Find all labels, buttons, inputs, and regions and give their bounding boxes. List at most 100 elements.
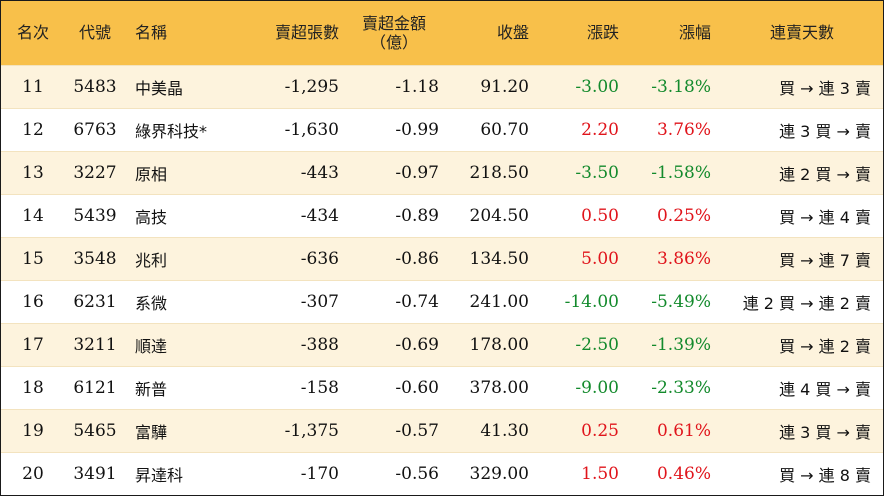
code-cell: 5483: [65, 64, 125, 108]
net-sell-lots-cell: -1,630: [247, 107, 349, 151]
streak-cell: 買 → 連 4 賣: [721, 193, 883, 237]
header-change-pct: 漲幅: [678, 23, 711, 43]
table-row[interactable]: 11 5483 中美晶 -1,295 -1.18 91.20 -3.00 -3.18% 買 → …: [1, 64, 883, 108]
change-pct-cell: -1.58%: [629, 150, 721, 194]
streak-cell: 買 → 連 3 賣: [721, 64, 883, 108]
table-row[interactable]: 16 6231 系微 -307 -0.74 241.00 -14.00 -5.49% 連 2 買…: [1, 279, 883, 323]
code-cell: 3491: [65, 451, 125, 495]
rank-cell: 15: [1, 236, 65, 280]
header-rank: 名次: [16, 23, 49, 43]
code-cell: 6231: [65, 279, 125, 323]
table-row[interactable]: 17 3211 順達 -388 -0.69 178.00 -2.50 -1.39% 買 → 連 …: [1, 322, 883, 366]
name-cell: 綠界科技*: [125, 107, 247, 151]
change-cell: -2.50: [539, 322, 629, 366]
rank-cell: 17: [1, 322, 65, 366]
header-change: 漲跌: [586, 23, 619, 43]
streak-cell: 連 2 買 → 賣: [721, 150, 883, 194]
table-row[interactable]: 19 5465 富驊 -1,375 -0.57 41.30 0.25 0.61% 連 3 買 →…: [1, 408, 883, 452]
streak-cell: 買 → 連 8 賣: [721, 451, 883, 495]
code-cell: 6121: [65, 365, 125, 409]
code-cell: 5439: [65, 193, 125, 237]
rank-cell: 18: [1, 365, 65, 409]
net-sell-amount-cell: -1.18: [349, 64, 449, 108]
net-sell-lots-cell: -434: [247, 193, 349, 237]
header-streak: 連賣天數: [769, 23, 834, 43]
name-cell: 中美晶: [125, 64, 247, 108]
header-net-sell-amount-line1: 賣超金額: [361, 13, 426, 33]
net-sell-amount-cell: -0.60: [349, 365, 449, 409]
close-cell: 241.00: [449, 279, 539, 323]
name-cell: 富驊: [125, 408, 247, 452]
change-pct-cell: -2.33%: [629, 365, 721, 409]
close-cell: 41.30: [449, 408, 539, 452]
net-sell-amount-cell: -0.86: [349, 236, 449, 280]
table-body: 11 5483 中美晶 -1,295 -1.18 91.20 -3.00 -3.18% 買 → …: [1, 64, 883, 495]
name-cell: 高技: [125, 193, 247, 237]
net-sell-amount-cell: -0.74: [349, 279, 449, 323]
table-row[interactable]: 18 6121 新普 -158 -0.60 378.00 -9.00 -2.33% 連 4 買 …: [1, 365, 883, 409]
rank-cell: 12: [1, 107, 65, 151]
table-row[interactable]: 15 3548 兆利 -636 -0.86 134.50 5.00 3.86% 買 → 連 7 …: [1, 236, 883, 280]
net-sell-lots-cell: -1,295: [247, 64, 349, 108]
table-row[interactable]: 13 3227 原相 -443 -0.97 218.50 -3.50 -1.58% 連 2 買 …: [1, 150, 883, 194]
close-cell: 329.00: [449, 451, 539, 495]
name-cell: 兆利: [125, 236, 247, 280]
name-cell: 昇達科: [125, 451, 247, 495]
close-cell: 91.20: [449, 64, 539, 108]
change-cell: -3.50: [539, 150, 629, 194]
table-header-row: 名次 代號 名稱 賣超張數 賣超金額 （億） 收盤 漲跌 漲幅 連賣天數: [1, 1, 883, 65]
close-cell: 178.00: [449, 322, 539, 366]
net-sell-lots-cell: -170: [247, 451, 349, 495]
close-cell: 218.50: [449, 150, 539, 194]
change-pct-cell: 3.76%: [629, 107, 721, 151]
code-cell: 6763: [65, 107, 125, 151]
rank-cell: 19: [1, 408, 65, 452]
change-cell: -9.00: [539, 365, 629, 409]
header-code: 代號: [78, 23, 111, 43]
header-net-sell-amount: 賣超金額 （億）: [349, 1, 449, 65]
net-sell-amount-cell: -0.99: [349, 107, 449, 151]
change-cell: 5.00: [539, 236, 629, 280]
net-sell-lots-cell: -1,375: [247, 408, 349, 452]
name-cell: 順達: [125, 322, 247, 366]
name-cell: 原相: [125, 150, 247, 194]
rank-cell: 11: [1, 64, 65, 108]
table-row[interactable]: 12 6763 綠界科技* -1,630 -0.99 60.70 2.20 3.76% 連 3 …: [1, 107, 883, 151]
table-row[interactable]: 20 3491 昇達科 -170 -0.56 329.00 1.50 0.46% 買 → 連 8…: [1, 451, 883, 495]
rank-cell: 14: [1, 193, 65, 237]
net-sell-lots-cell: -443: [247, 150, 349, 194]
table-row[interactable]: 14 5439 高技 -434 -0.89 204.50 0.50 0.25% 買 → 連 4 …: [1, 193, 883, 237]
code-cell: 3211: [65, 322, 125, 366]
change-pct-cell: -3.18%: [629, 64, 721, 108]
change-cell: -3.00: [539, 64, 629, 108]
change-pct-cell: 3.86%: [629, 236, 721, 280]
rank-cell: 16: [1, 279, 65, 323]
change-pct-cell: 0.46%: [629, 451, 721, 495]
close-cell: 204.50: [449, 193, 539, 237]
change-cell: 1.50: [539, 451, 629, 495]
net-sell-lots-cell: -636: [247, 236, 349, 280]
net-sell-amount-cell: -0.69: [349, 322, 449, 366]
code-cell: 5465: [65, 408, 125, 452]
change-cell: 2.20: [539, 107, 629, 151]
change-pct-cell: 0.25%: [629, 193, 721, 237]
streak-cell: 連 3 買 → 賣: [721, 408, 883, 452]
net-sell-lots-cell: -388: [247, 322, 349, 366]
change-cell: 0.50: [539, 193, 629, 237]
net-sell-amount-cell: -0.57: [349, 408, 449, 452]
streak-cell: 連 2 買 → 連 2 賣: [721, 279, 883, 323]
close-cell: 378.00: [449, 365, 539, 409]
rank-cell: 20: [1, 451, 65, 495]
name-cell: 系微: [125, 279, 247, 323]
close-cell: 134.50: [449, 236, 539, 280]
streak-cell: 買 → 連 7 賣: [721, 236, 883, 280]
header-net-sell-amount-line2: （億）: [369, 32, 418, 52]
header-net-sell-lots: 賣超張數: [274, 23, 339, 43]
change-pct-cell: 0.61%: [629, 408, 721, 452]
close-cell: 60.70: [449, 107, 539, 151]
code-cell: 3227: [65, 150, 125, 194]
change-pct-cell: -1.39%: [629, 322, 721, 366]
net-sell-amount-cell: -0.56: [349, 451, 449, 495]
